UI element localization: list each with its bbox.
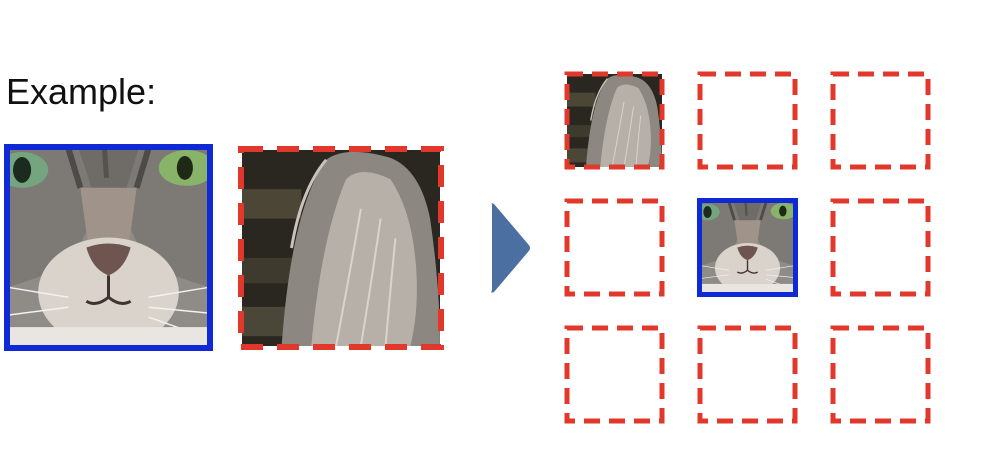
grid-cell-bottom-left <box>564 325 665 424</box>
grid-cell-bottom-center <box>697 325 798 424</box>
neighbor-patch-image <box>242 150 440 346</box>
grid-cell-top-left-image <box>567 74 662 167</box>
grid-cell-center-image <box>701 202 794 293</box>
grid-cell-top-center <box>697 71 798 170</box>
example-heading: Example: <box>6 71 157 112</box>
grid-cell-top-right <box>830 71 931 170</box>
grid-cell-bottom-right <box>830 325 931 424</box>
center-patch-image <box>8 148 209 347</box>
grid-cell-middle-left <box>564 198 665 297</box>
play-triangle-icon <box>488 200 532 296</box>
grid-cell-middle-right <box>830 198 931 297</box>
